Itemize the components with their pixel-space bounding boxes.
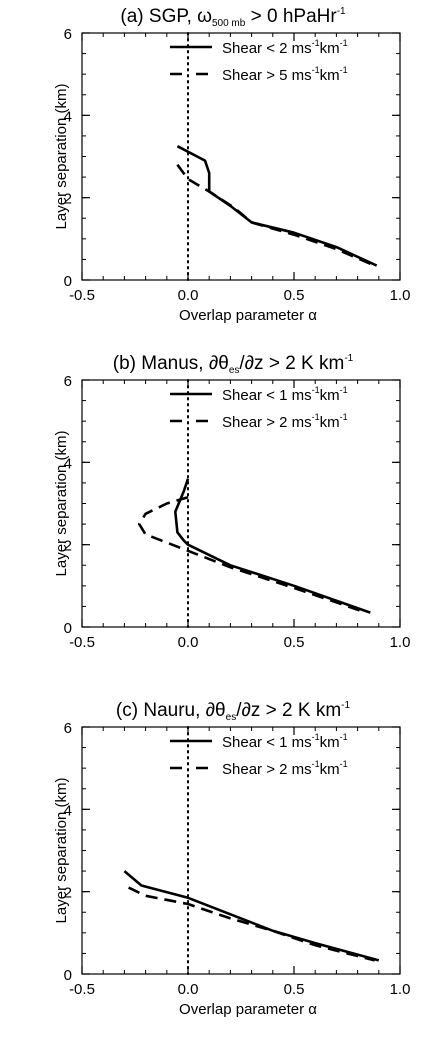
legend-label: Shear < 2 ms-1km-1	[222, 38, 348, 57]
y-tick-label: 6	[64, 720, 72, 737]
legend-label: Shear < 1 ms-1km-1	[222, 385, 348, 404]
series-line-dashed	[137, 496, 367, 614]
series-line-solid	[174, 478, 371, 614]
x-axis-label: Overlap parameter α	[179, 1001, 317, 1018]
chart-svg-b: (b) Manus, ∂θes/∂z > 2 K km-1 -0.5 0.0 0.5 1…	[53, 353, 411, 651]
chart-title: (a) SGP, ω500 mb > 0 hPaHr-1	[120, 6, 346, 29]
y-tick-label: 0	[64, 620, 72, 637]
x-tick-label: 0.0	[178, 981, 199, 998]
x-tick-label: 0.0	[178, 287, 199, 304]
chart-title: (c) Nauru, ∂θes/∂z > 2 K km-1	[116, 700, 351, 723]
y-axis-label: Layer separation (km)	[53, 84, 70, 230]
series-line-dashed	[128, 886, 375, 962]
chart-title: (b) Manus, ∂θes/∂z > 2 K km-1	[113, 353, 354, 376]
y-axis-label: Layer separation (km)	[53, 431, 70, 577]
x-tick-label: 0.5	[284, 634, 305, 651]
x-tick-label: 1.0	[390, 287, 411, 304]
y-axis-label: Layer separation (km)	[53, 778, 70, 924]
legend-label: Shear < 1 ms-1km-1	[222, 732, 348, 751]
x-tick-label: 0.5	[284, 287, 305, 304]
x-tick-label: 0.0	[178, 634, 199, 651]
series-line-dashed	[176, 163, 376, 267]
y-tick-label: 6	[64, 373, 72, 390]
y-tick-label: 4	[64, 108, 72, 125]
y-tick-label: 0	[64, 273, 72, 290]
chart-panel-a: (a) SGP, ω500 mb > 0 hPaHr-1 -0.5 0.0 0.5 1.…	[0, 0, 427, 347]
chart-panel-b: (b) Manus, ∂θes/∂z > 2 K km-1 -0.5 0.0 0.5 1…	[0, 347, 427, 694]
y-tick-label: 4	[64, 455, 72, 472]
x-tick-label: 1.0	[390, 981, 411, 998]
x-tick-label: -0.5	[69, 287, 95, 304]
x-tick-label: 0.5	[284, 981, 305, 998]
chart-panel-c: (c) Nauru, ∂θes/∂z > 2 K km-1 -0.5 0.0 0.5 1…	[0, 694, 427, 1041]
x-tick-label: -0.5	[69, 634, 95, 651]
legend-label: Shear > 2 ms-1km-1	[222, 759, 348, 778]
y-tick-label: 2	[64, 538, 72, 555]
chart-svg-c: (c) Nauru, ∂θes/∂z > 2 K km-1 -0.5 0.0 0.5 1…	[53, 700, 411, 1018]
series-line-solid	[176, 145, 378, 267]
y-tick-label: 2	[64, 885, 72, 902]
series-line-solid	[123, 870, 380, 962]
chart-svg-a: (a) SGP, ω500 mb > 0 hPaHr-1 -0.5 0.0 0.5 1.…	[53, 6, 411, 324]
y-tick-label: 6	[64, 26, 72, 43]
y-tick-label: 2	[64, 191, 72, 208]
y-tick-label: 4	[64, 802, 72, 819]
x-tick-label: -0.5	[69, 981, 95, 998]
x-axis-label: Overlap parameter α	[179, 307, 317, 324]
legend-label: Shear > 2 ms-1km-1	[222, 412, 348, 431]
legend-label: Shear > 5 ms-1km-1	[222, 65, 348, 84]
x-tick-label: 1.0	[390, 634, 411, 651]
y-tick-label: 0	[64, 967, 72, 984]
